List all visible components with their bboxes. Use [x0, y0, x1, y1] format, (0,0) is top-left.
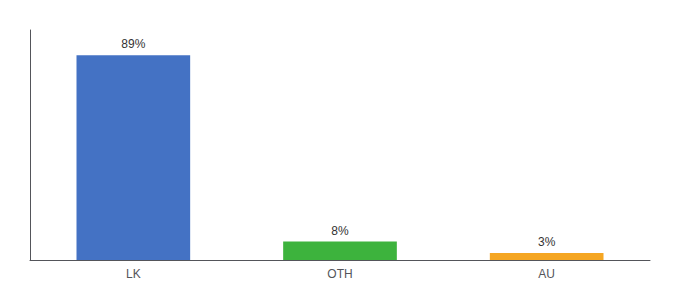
svg-text:3%: 3% — [538, 235, 556, 249]
svg-text:OTH: OTH — [327, 267, 352, 281]
svg-text:AU: AU — [538, 267, 555, 281]
svg-text:89%: 89% — [121, 37, 145, 51]
svg-text:LK: LK — [126, 267, 141, 281]
svg-text:8%: 8% — [331, 224, 349, 238]
